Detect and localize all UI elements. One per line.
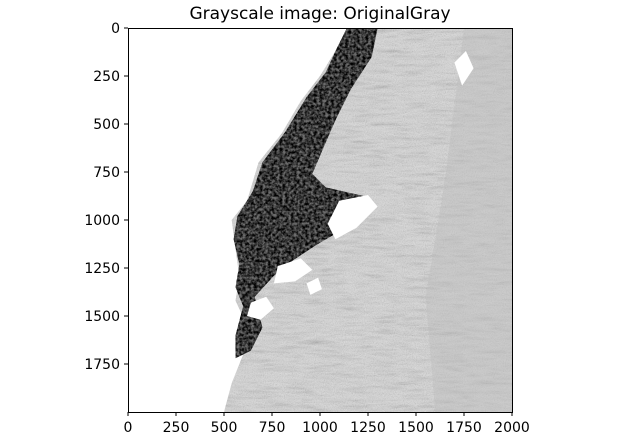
x-tick-label: 250	[163, 420, 190, 436]
tissue-void	[454, 51, 474, 86]
tissue-void	[306, 277, 322, 295]
chart-title: Grayscale image: OriginalGray	[189, 4, 450, 24]
smooth-tissue-band	[425, 28, 512, 412]
y-tick-label: 750	[93, 165, 120, 181]
tissue-void	[327, 195, 378, 240]
y-tick-label: 0	[111, 21, 120, 37]
y-tick-label: 250	[93, 69, 120, 85]
x-tick-label: 2000	[494, 420, 530, 436]
x-tick-label: 1500	[398, 420, 434, 436]
tissue-void	[247, 296, 274, 320]
y-axis: 0 250 500 750 1000 1250 1500 1750	[84, 21, 128, 373]
x-axis: 0 250 500 750 1000 1250 1500 1750 2000	[124, 412, 530, 436]
y-tick-label: 1750	[84, 357, 120, 373]
x-tick-label: 750	[259, 420, 286, 436]
y-tick-label: 500	[93, 117, 120, 133]
tissue-void	[273, 258, 313, 284]
x-tick-label: 500	[211, 420, 238, 436]
title: Grayscale image: OriginalGray	[189, 4, 450, 24]
y-tick-label: 1500	[84, 309, 120, 325]
tissue-voids	[247, 51, 474, 320]
x-tick-label: 1250	[350, 420, 386, 436]
tissue-region	[224, 28, 512, 412]
x-tick-label: 0	[124, 420, 133, 436]
grayscale-image	[128, 28, 512, 412]
x-tick-label: 1000	[302, 420, 338, 436]
x-tick-label: 1750	[446, 420, 482, 436]
y-tick-label: 1000	[84, 213, 120, 229]
y-tick-label: 1250	[84, 261, 120, 277]
